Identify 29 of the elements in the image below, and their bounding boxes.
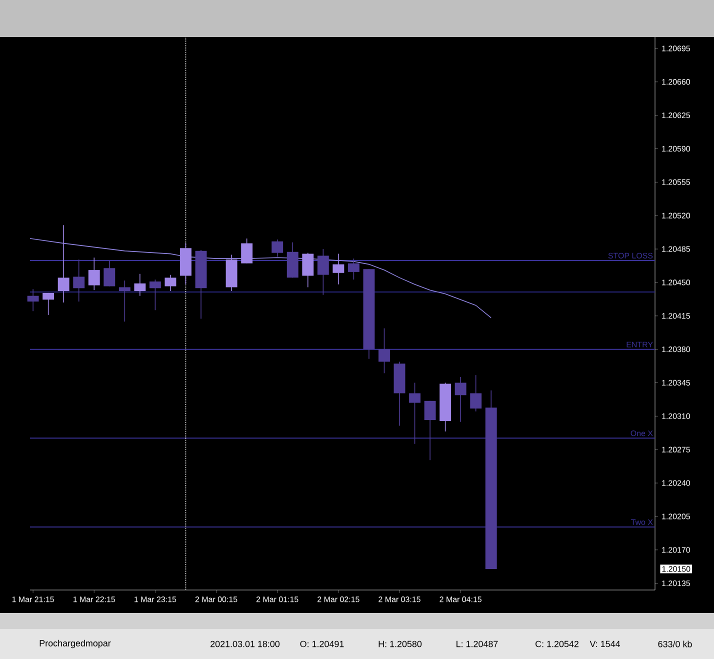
candlestick — [348, 258, 360, 280]
text: L: 1.20487 — [456, 640, 498, 648]
candlestick — [118, 280, 130, 322]
candlestick — [454, 376, 466, 422]
text: C: 1.20542 — [536, 640, 578, 648]
text: V: 1544 — [590, 640, 620, 648]
candlestick — [164, 274, 176, 292]
candlestick — [88, 257, 100, 290]
candlestick — [58, 224, 70, 303]
candlestick — [378, 328, 390, 374]
candlestick — [272, 239, 284, 258]
candlestick — [470, 374, 482, 412]
candlestick — [27, 288, 39, 312]
text: O: 1.20491 — [300, 640, 344, 648]
text: 2021.03.01 18:00 — [210, 640, 280, 648]
candlestick — [317, 248, 329, 296]
candlestick — [42, 292, 54, 316]
text: Prochargedmopar — [40, 640, 111, 648]
candlestick — [149, 279, 161, 311]
candlestick — [302, 252, 314, 288]
candlestick — [104, 260, 116, 287]
candlestick — [424, 400, 436, 461]
candlestick — [332, 253, 344, 285]
candlestick — [409, 382, 421, 444]
candlestick — [73, 259, 85, 302]
text: 633/0 kb — [658, 640, 692, 648]
candlestick — [241, 238, 253, 264]
candlestick — [134, 273, 146, 296]
text: H: 1.20580 — [378, 640, 422, 648]
